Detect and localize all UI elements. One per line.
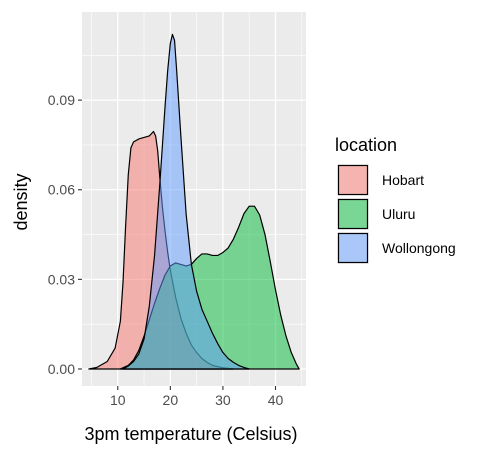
legend-label-uluru: Uluru <box>382 206 415 222</box>
x-tick-label: 20 <box>163 392 179 408</box>
y-tick-label: 0.09 <box>48 92 75 108</box>
y-tick-label: 0.03 <box>48 271 75 287</box>
x-tick-label: 10 <box>110 392 126 408</box>
y-axis: 0.00 0.03 0.06 0.09 <box>48 92 82 377</box>
legend-key-wollongong <box>337 232 369 264</box>
x-tick-label: 30 <box>215 392 231 408</box>
legend-title: location <box>335 135 397 155</box>
x-axis: 10 20 30 40 <box>110 386 284 408</box>
legend-key-hobart <box>337 164 369 196</box>
y-tick-label: 0.00 <box>48 361 75 377</box>
y-tick-label: 0.06 <box>48 182 75 198</box>
x-tick-label: 40 <box>268 392 284 408</box>
density-area-wollongong <box>122 33 250 370</box>
legend: location Hobart Uluru Wollongong <box>335 135 456 264</box>
density-areas <box>88 33 300 370</box>
legend-label-wollongong: Wollongong <box>382 240 456 256</box>
legend-key-uluru <box>337 198 369 230</box>
y-axis-title: density <box>11 173 31 230</box>
legend-label-hobart: Hobart <box>382 172 424 188</box>
x-axis-title: 3pm temperature (Celsius) <box>84 424 297 444</box>
